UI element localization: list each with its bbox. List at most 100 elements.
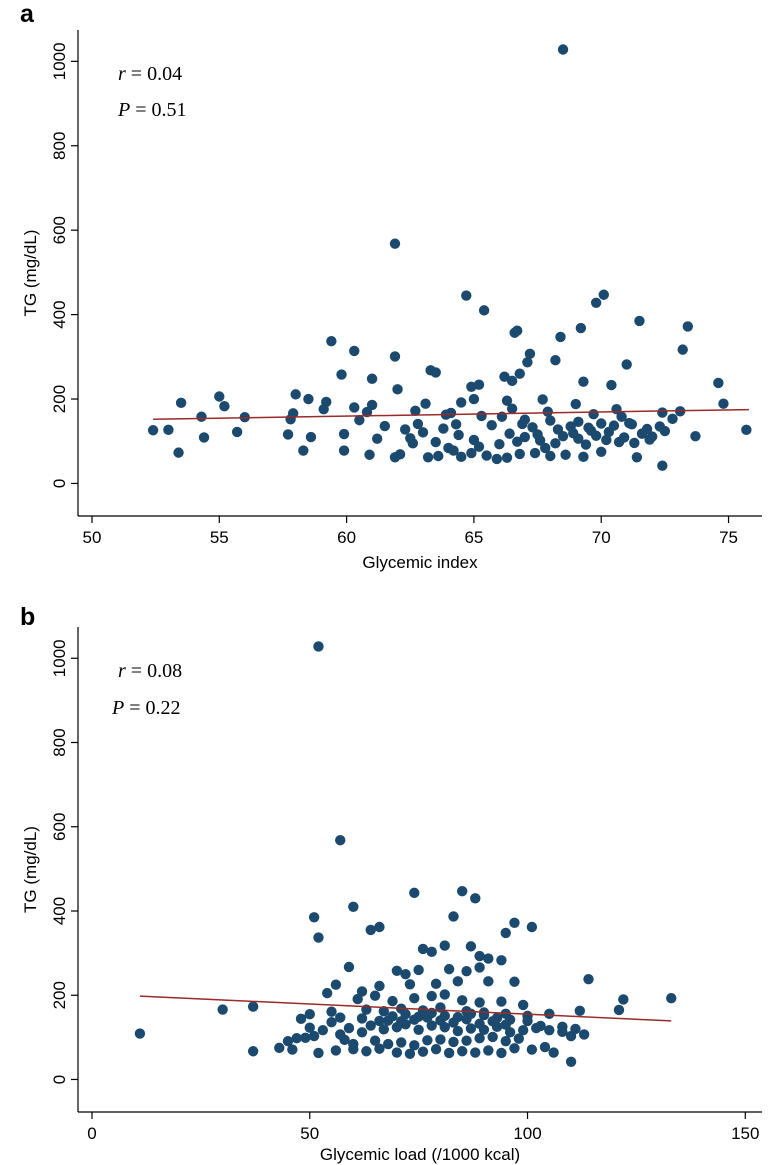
data-point <box>468 393 480 405</box>
data-point <box>282 1035 294 1047</box>
data-point <box>445 407 457 419</box>
data-point <box>570 1023 581 1035</box>
data-point <box>452 1025 464 1037</box>
data-point <box>496 1047 507 1059</box>
data-point <box>690 430 701 442</box>
data-point <box>657 407 668 418</box>
data-point <box>535 1020 546 1032</box>
data-point <box>448 1036 459 1048</box>
data-point <box>522 357 533 368</box>
data-point <box>365 924 376 936</box>
data-point <box>487 1031 498 1043</box>
data-point <box>290 389 301 400</box>
data-point <box>496 996 507 1007</box>
data-point <box>330 1045 342 1056</box>
data-point <box>308 1030 320 1042</box>
data-point <box>512 436 523 447</box>
data-point <box>550 354 561 366</box>
data-point <box>455 397 467 408</box>
data-point <box>389 452 401 463</box>
data-point <box>430 1043 442 1055</box>
y-tick-label: 1000 <box>50 42 69 80</box>
y-axis-title: TG (mg/dL) <box>21 826 40 913</box>
x-tick-label: 75 <box>719 528 738 547</box>
y-tick-label: 200 <box>50 981 69 1009</box>
x-tick-label: 100 <box>513 1124 541 1143</box>
data-point <box>654 421 665 432</box>
data-point <box>456 885 468 897</box>
data-point <box>326 1016 337 1028</box>
p-annotation: P = 0.22 <box>111 697 181 719</box>
data-point <box>465 1023 477 1034</box>
data-point <box>413 1024 424 1035</box>
data-point <box>448 911 459 922</box>
data-point <box>338 445 350 456</box>
data-point <box>486 419 497 431</box>
y-tick-label: 0 <box>50 1075 69 1084</box>
data-point <box>461 966 472 977</box>
y-tick-label: 400 <box>50 300 69 328</box>
y-tick-label: 600 <box>50 216 69 244</box>
data-point <box>500 1035 511 1047</box>
x-tick-label: 50 <box>83 528 102 547</box>
data-point <box>483 1045 494 1056</box>
data-point <box>219 400 230 412</box>
data-point <box>348 901 359 912</box>
data-point <box>433 450 444 462</box>
data-point <box>285 414 296 425</box>
data-point <box>354 414 365 426</box>
data-point <box>466 447 477 459</box>
chart-panel-b: b 0 50 100 150 0 200 400 600 800 1000 Glycemic load… <box>20 603 762 1164</box>
panel-label: a <box>20 0 35 28</box>
data-point <box>313 1047 324 1059</box>
data-point <box>343 961 355 973</box>
data-point <box>274 1042 285 1054</box>
data-point <box>608 420 620 431</box>
data-point <box>557 44 569 55</box>
data-point <box>374 1015 385 1027</box>
data-point <box>616 411 627 422</box>
data-point <box>474 950 485 962</box>
data-point <box>369 990 381 1001</box>
data-point <box>552 424 564 435</box>
data-point <box>483 976 494 987</box>
data-point <box>247 1001 259 1012</box>
data-point <box>389 351 401 362</box>
data-point <box>349 402 360 413</box>
data-point <box>409 887 420 899</box>
data-point <box>456 1046 468 1057</box>
data-point <box>365 1020 376 1031</box>
data-point <box>537 394 548 405</box>
data-point <box>506 403 518 414</box>
data-point <box>526 921 538 933</box>
data-point <box>313 932 324 943</box>
data-point <box>555 331 566 343</box>
data-point <box>173 447 184 458</box>
data-point <box>392 384 403 395</box>
data-point <box>282 429 294 440</box>
data-point <box>596 418 607 429</box>
data-point <box>317 1024 329 1036</box>
data-point <box>396 1037 407 1048</box>
data-point <box>439 1010 450 1022</box>
data-point <box>439 940 450 951</box>
y-tick-label: 200 <box>50 385 69 413</box>
data-point <box>335 1012 346 1023</box>
data-point <box>596 446 607 457</box>
data-point <box>461 1035 472 1046</box>
x-tick-label: 150 <box>731 1124 759 1143</box>
data-point <box>410 405 421 417</box>
y-axis-title: TG (mg/dL) <box>21 230 40 317</box>
data-point <box>371 433 383 444</box>
data-point <box>308 912 320 923</box>
data-point <box>422 452 434 463</box>
data-point <box>573 416 584 428</box>
data-point <box>443 963 455 975</box>
data-point <box>499 371 510 382</box>
data-point <box>481 450 492 461</box>
x-axis-title: Glycemic index <box>362 553 478 572</box>
data-point <box>400 1008 411 1020</box>
data-point <box>389 238 401 249</box>
data-point <box>529 447 541 459</box>
data-point <box>231 426 243 438</box>
